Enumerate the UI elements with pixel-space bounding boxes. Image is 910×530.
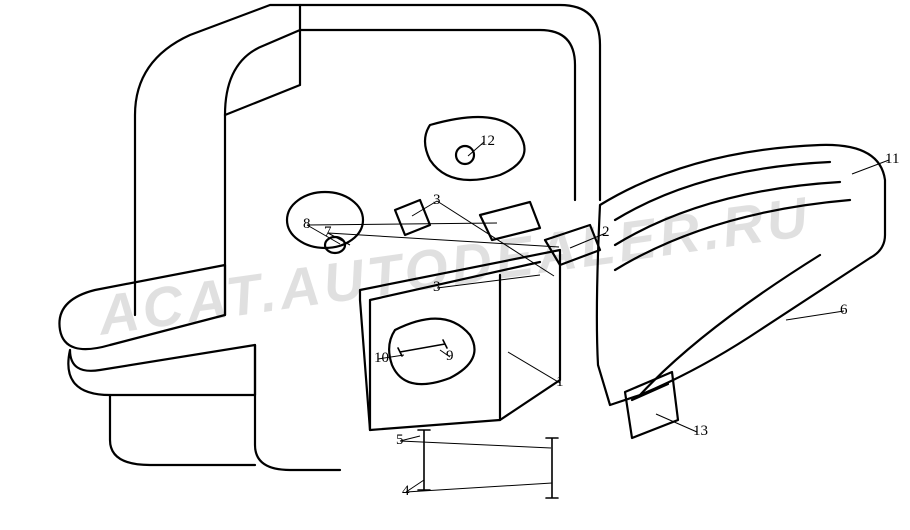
callout-label: 4	[402, 484, 410, 499]
callout-label: 5	[396, 433, 404, 448]
callout-label: 9	[446, 349, 454, 364]
parts-line-art	[0, 0, 910, 530]
callout-label: 12	[480, 134, 495, 149]
diagram-stage: ACAT.AUTODEALER.RU 123345678910111213	[0, 0, 910, 530]
callout-label: 11	[885, 152, 899, 167]
callout-label: 6	[840, 303, 848, 318]
callout-label: 8	[303, 217, 311, 232]
callout-label: 7	[324, 225, 332, 240]
callout-label: 1	[556, 375, 564, 390]
callout-label: 3	[433, 193, 441, 208]
callout-label: 3	[433, 280, 441, 295]
callout-label: 10	[374, 351, 389, 366]
callout-label: 2	[602, 225, 610, 240]
callout-label: 13	[693, 424, 708, 439]
